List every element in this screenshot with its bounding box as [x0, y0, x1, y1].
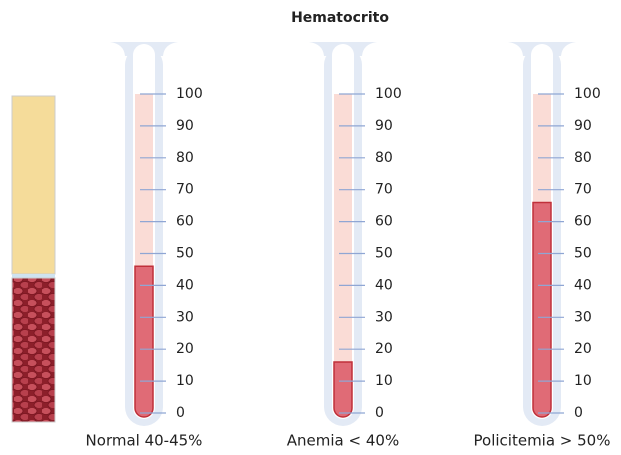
- blood-fill: [533, 202, 551, 417]
- tick-label: 0: [574, 405, 583, 421]
- chart-title: Hematocrito: [291, 10, 389, 26]
- tick-label: 10: [176, 373, 194, 389]
- tick-label: 30: [574, 309, 592, 325]
- tick-label: 30: [375, 309, 393, 325]
- category-label: Anemia < 40%: [287, 432, 399, 450]
- tick-label: 30: [176, 309, 194, 325]
- blood-fill: [334, 362, 352, 417]
- tick-label: 100: [375, 86, 402, 102]
- tick-label: 50: [176, 246, 194, 262]
- empty-region: [334, 94, 352, 362]
- chart: Hematocrito 0102030405060708090100Normal…: [0, 0, 621, 455]
- tick-label: 60: [176, 214, 194, 230]
- tick-label: 50: [375, 246, 393, 262]
- tick-label: 20: [574, 341, 592, 357]
- tick-label: 70: [375, 182, 393, 198]
- tick-label: 20: [176, 341, 194, 357]
- tick-label: 60: [375, 214, 393, 230]
- category-label: Policitemia > 50%: [474, 432, 611, 450]
- tick-label: 100: [176, 86, 203, 102]
- tick-label: 20: [375, 341, 393, 357]
- tick-label: 90: [176, 118, 194, 134]
- tick-label: 90: [574, 118, 592, 134]
- tick-label: 60: [574, 214, 592, 230]
- blood-sample: [12, 96, 55, 422]
- tick-label: 90: [375, 118, 393, 134]
- empty-region: [135, 94, 153, 266]
- tick-label: 0: [375, 405, 384, 421]
- tick-label: 40: [176, 277, 194, 293]
- tick-label: 70: [574, 182, 592, 198]
- tick-label: 80: [375, 150, 393, 166]
- category-label: Normal 40-45%: [86, 432, 203, 450]
- blood-fill: [135, 266, 153, 417]
- tick-label: 80: [176, 150, 194, 166]
- tick-label: 80: [574, 150, 592, 166]
- empty-region: [533, 94, 551, 202]
- tick-label: 40: [375, 277, 393, 293]
- tick-label: 10: [375, 373, 393, 389]
- tick-label: 100: [574, 86, 601, 102]
- tick-label: 40: [574, 277, 592, 293]
- tick-label: 70: [176, 182, 194, 198]
- tick-label: 10: [574, 373, 592, 389]
- tick-label: 50: [574, 246, 592, 262]
- tick-label: 0: [176, 405, 185, 421]
